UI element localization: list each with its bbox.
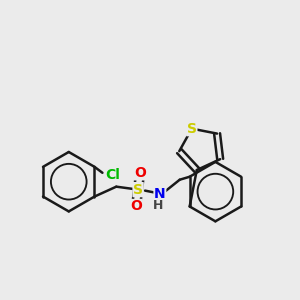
Text: O: O (134, 166, 146, 180)
Text: Cl: Cl (105, 168, 120, 182)
Text: S: S (187, 122, 197, 136)
Text: O: O (130, 200, 142, 214)
Text: N: N (154, 187, 166, 201)
Text: H: H (153, 199, 163, 212)
Text: S: S (133, 183, 143, 196)
